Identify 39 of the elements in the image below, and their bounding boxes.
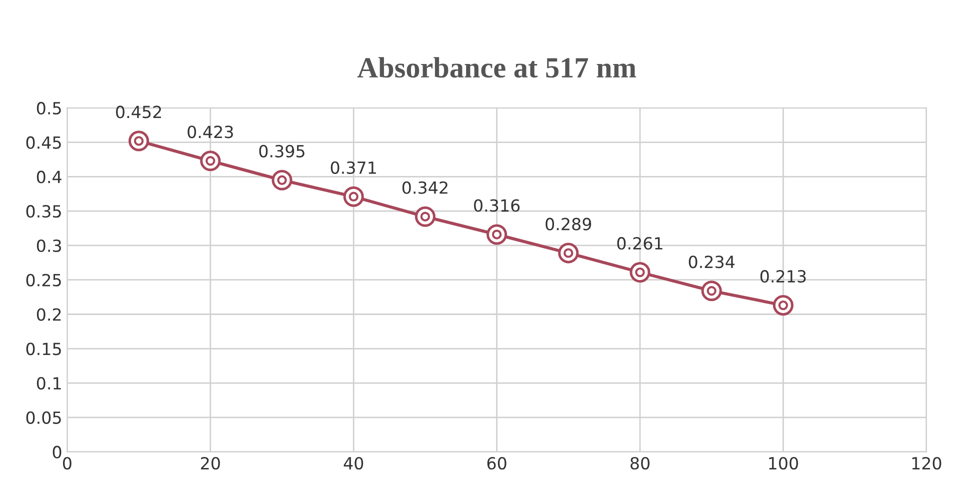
y-tick-label: 0.45 bbox=[26, 136, 61, 149]
point bbox=[272, 170, 292, 190]
x-tick-label: 100 bbox=[769, 456, 798, 470]
point bbox=[486, 224, 508, 245]
data-label: 0.371 bbox=[330, 161, 376, 174]
data-label: 0.316 bbox=[474, 199, 520, 212]
point bbox=[343, 186, 364, 207]
point bbox=[630, 262, 650, 283]
x-tick-label: 0 bbox=[62, 456, 72, 470]
point bbox=[772, 295, 794, 316]
data-label: 0.342 bbox=[402, 181, 448, 194]
y-tick-label: 0.35 bbox=[26, 205, 61, 218]
data-label: 0.452 bbox=[116, 106, 161, 118]
data-label: 0.213 bbox=[760, 270, 806, 283]
x-tick-label: 80 bbox=[630, 456, 650, 470]
x-tick-label: 60 bbox=[487, 456, 506, 470]
data-label: 0.395 bbox=[259, 144, 304, 158]
data-label: 0.234 bbox=[688, 256, 735, 268]
y-tick-label: 0 bbox=[52, 446, 62, 458]
x-tick-label: 20 bbox=[201, 456, 220, 470]
point bbox=[558, 242, 579, 264]
y-tick-label: 0.1 bbox=[36, 376, 61, 390]
x-tick-label: 120 bbox=[912, 456, 942, 470]
point bbox=[200, 150, 221, 172]
y-tick-label: 0.2 bbox=[36, 308, 61, 321]
y-tick-label: 0.5 bbox=[36, 102, 61, 114]
y-tick-label: 0.25 bbox=[26, 274, 61, 286]
point bbox=[701, 280, 722, 302]
y-tick-label: 0.15 bbox=[26, 342, 61, 356]
y-tick-label: 0.3 bbox=[36, 239, 62, 252]
point bbox=[414, 206, 436, 227]
data-label: 0.261 bbox=[617, 237, 662, 250]
x-tick-label: 40 bbox=[344, 456, 364, 470]
data-label: 0.423 bbox=[188, 126, 233, 138]
y-tick-label: 0.4 bbox=[36, 170, 62, 184]
chart-title: Absorbance at 517 nm bbox=[357, 57, 636, 78]
data-label: 0.289 bbox=[546, 218, 592, 230]
point bbox=[128, 130, 150, 152]
y-tick-label: 0.05 bbox=[26, 411, 61, 424]
